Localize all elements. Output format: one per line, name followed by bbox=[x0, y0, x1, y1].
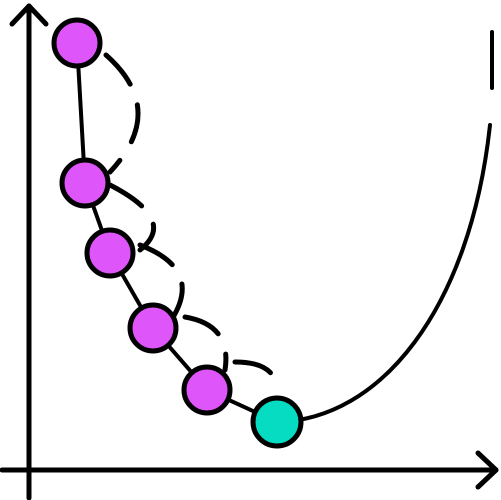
step-arc-3 bbox=[137, 242, 185, 325]
step-arc-5 bbox=[232, 359, 278, 383]
step-point-2 bbox=[59, 157, 111, 209]
step-arc-4 bbox=[182, 314, 229, 373]
curve-right-branch bbox=[275, 123, 492, 424]
step-arcs bbox=[103, 52, 278, 383]
step-point-1 bbox=[51, 17, 103, 69]
loss-curve bbox=[75, 30, 494, 424]
step-points bbox=[51, 17, 304, 449]
step-point-3 bbox=[84, 227, 136, 279]
step-arc-2 bbox=[107, 182, 157, 253]
step-point-5 bbox=[181, 364, 233, 416]
step-point-4 bbox=[127, 302, 179, 354]
step-arc-1 bbox=[103, 52, 141, 175]
x-axis-arrowhead bbox=[475, 450, 499, 490]
minimum-point bbox=[250, 395, 304, 449]
y-axis-arrowhead bbox=[9, 3, 49, 27]
axes bbox=[0, 3, 499, 500]
